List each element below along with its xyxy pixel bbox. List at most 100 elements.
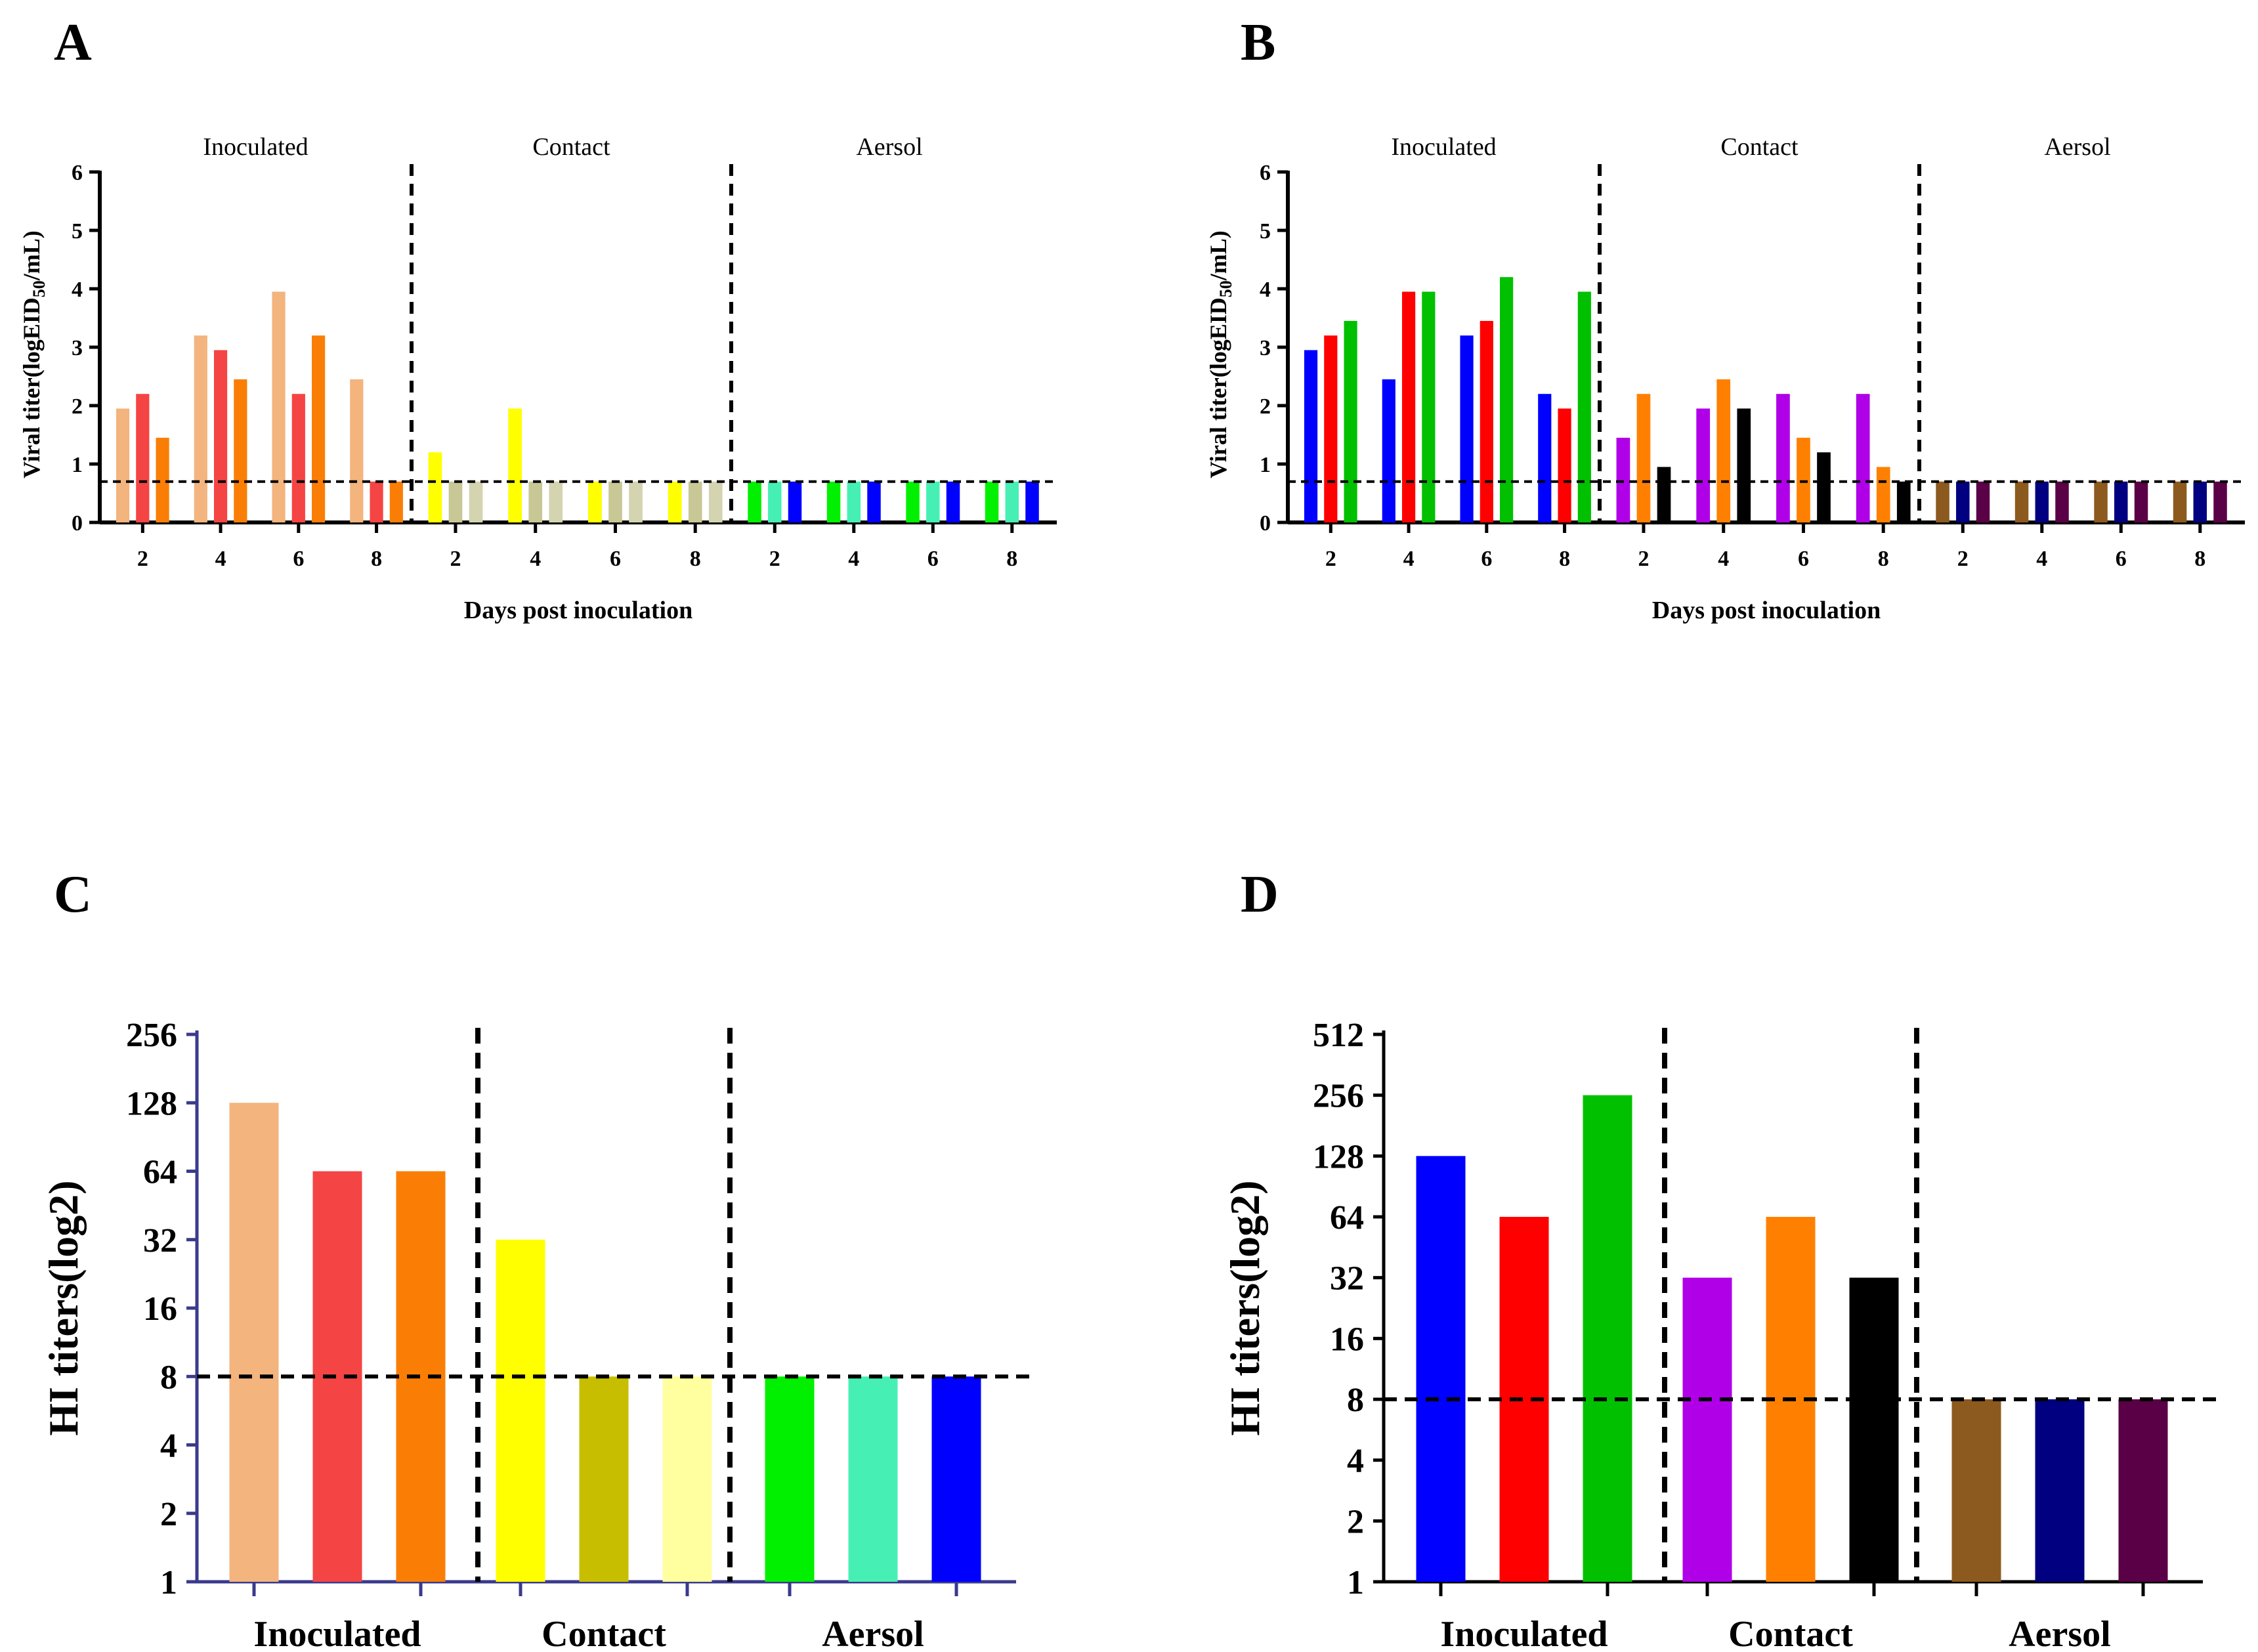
chart-a-day-label-g0-d1: 4 <box>215 547 226 571</box>
chart-a-xlabel: Days post inoculation <box>464 597 692 624</box>
chart-a-bar-g0-d3-s0 <box>350 379 364 522</box>
chart-b-bar-g2-d2-s2 <box>2134 481 2148 522</box>
chart-a-bar-g2-d2-s0 <box>906 481 920 522</box>
chart-a-bar-g2-d2-s1 <box>926 481 940 522</box>
chart-b-bar-g0-d1-s1 <box>1401 291 1416 522</box>
chart-a-bar-g2-d1-s1 <box>847 481 861 522</box>
panel-label-c: C <box>54 866 92 923</box>
chart-a-group-label-2: Aersol <box>856 133 922 161</box>
chart-b-ytick-label-4: 4 <box>1260 278 1271 302</box>
chart-b-ytick-label-0: 0 <box>1260 511 1271 536</box>
chart-b-day-label-g0-d0: 2 <box>1325 547 1336 571</box>
chart-d-group-label-1: Contact <box>1728 1614 1853 1652</box>
chart-c-bar-g2-b1 <box>848 1376 898 1582</box>
chart-b-day-label-g1-d2: 6 <box>1798 547 1809 571</box>
chart-a-bar-g2-d0-s0 <box>748 481 761 522</box>
chart-a-day-label-g1-d3: 8 <box>690 547 701 571</box>
chart-a-day-label-g0-d0: 2 <box>137 547 148 571</box>
chart-a-ylabel: Viral titer(logEID50/mL) <box>18 230 49 478</box>
chart-b-day-label-g2-d0: 2 <box>1957 547 1969 571</box>
chart-a-bar-g0-d1-s0 <box>194 335 207 522</box>
panel-label-b: B <box>1241 14 1276 72</box>
chart-a-ytick-label-2: 2 <box>72 394 83 419</box>
chart-b-group-label-2: Aersol <box>2044 133 2110 161</box>
chart-a-ytick-label-0: 0 <box>72 511 83 536</box>
chart-b-bar-g0-d2-s1 <box>1480 320 1493 522</box>
chart-c-bar-g0-b0 <box>229 1103 279 1582</box>
chart-a-ytick-label-1: 1 <box>72 453 83 477</box>
chart-a-group-label-1: Contact <box>532 133 610 161</box>
chart-d-bar-g1-b0 <box>1682 1277 1732 1582</box>
chart-a-day-label-g1-d1: 4 <box>530 547 541 571</box>
chart-a-bar-g1-d1-s2 <box>549 481 563 522</box>
chart-d-ytick-label-5: 32 <box>1330 1260 1364 1298</box>
chart-a-bar-g1-d3-s2 <box>708 481 723 522</box>
chart-b-bar-g1-d0-s2 <box>1657 467 1671 522</box>
chart-a-bar-g0-d1-s2 <box>234 379 247 522</box>
chart-c-ylabel: HI titers(log2) <box>40 1180 87 1435</box>
chart-d-ytick-label-1: 2 <box>1347 1503 1364 1540</box>
chart-b-bar-g2-d3-s1 <box>2193 481 2207 522</box>
chart-b-group-label-0: Inoculated <box>1391 133 1496 161</box>
chart-b-day-label-g2-d3: 8 <box>2194 547 2205 571</box>
chart-c-ytick-label-4: 16 <box>143 1290 177 1328</box>
chart-b-bar-g2-d1-s0 <box>2014 481 2029 522</box>
chart-b-bar-g1-d0-s0 <box>1616 437 1630 522</box>
chart-a-day-label-g1-d0: 2 <box>450 547 461 571</box>
chart-b-bar-g2-d0-s2 <box>1976 481 1990 522</box>
chart-b-bar-g2-d1-s1 <box>2035 481 2049 522</box>
chart-b-ytick-label-5: 5 <box>1260 219 1271 244</box>
chart-b-bar-g1-d2-s1 <box>1797 437 1810 522</box>
chart-a-bar-g1-d0-s0 <box>428 452 442 522</box>
chart-b-bar-g2-d2-s0 <box>2094 481 2108 522</box>
chart-a-bar-g1-d1-s0 <box>508 408 522 522</box>
chart-b-bar-g1-d0-s1 <box>1636 394 1651 522</box>
chart-d-bar-g0-b0 <box>1416 1156 1466 1582</box>
chart-a-bar-g1-d2-s1 <box>608 481 622 522</box>
chart-b-bar-g1-d1-s2 <box>1737 408 1751 522</box>
chart-b-bar-g1-d3-s2 <box>1896 481 1911 522</box>
chart-d-ytick-label-9: 512 <box>1313 1017 1364 1054</box>
chart-c-ytick-label-7: 128 <box>126 1085 177 1122</box>
chart-b-day-label-g1-d1: 4 <box>1718 547 1729 571</box>
chart-a-bar-g1-d2-s2 <box>629 481 643 522</box>
chart-a-bar-g0-d2-s2 <box>312 335 326 522</box>
chart-c-ytick-label-1: 2 <box>160 1496 177 1533</box>
chart-d-bar-g1-b2 <box>1849 1277 1899 1582</box>
chart-b-bar-g0-d0-s1 <box>1324 335 1338 522</box>
chart-d-ytick-label-6: 64 <box>1330 1199 1364 1237</box>
chart-b-bar-g1-d2-s2 <box>1817 452 1831 522</box>
chart-c-bar-g2-b0 <box>765 1376 815 1582</box>
chart-a-ytick-label-3: 3 <box>72 336 83 360</box>
chart-d-ytick-label-8: 256 <box>1313 1078 1364 1115</box>
chart-b-bar-g1-d1-s0 <box>1696 408 1711 522</box>
chart-b-bar-g1-d2-s0 <box>1776 394 1790 522</box>
chart-c-ytick-label-6: 64 <box>143 1154 177 1191</box>
chart-b-bar-g2-d0-s1 <box>1956 481 1970 522</box>
chart-a-day-label-g2-d1: 4 <box>848 547 859 571</box>
chart-b-day-label-g1-d3: 8 <box>1878 547 1889 571</box>
chart-a-bar-g1-d0-s1 <box>448 481 463 522</box>
chart-a-bar-g0-d0-s0 <box>116 408 130 522</box>
chart-b-bar-g0-d3-s1 <box>1558 408 1571 522</box>
chart-a-bar-g0-d3-s1 <box>370 481 383 522</box>
chart-a-bar-g2-d3-s2 <box>1025 481 1039 522</box>
chart-b-bar-g2-d1-s2 <box>2055 481 2069 522</box>
chart-a-day-label-g2-d0: 2 <box>769 547 780 571</box>
chart-b-bar-g1-d1-s1 <box>1716 379 1731 522</box>
chart-a-ytick-label-5: 5 <box>72 219 83 244</box>
chart-d-ylabel: HI titers(log2) <box>1222 1180 1268 1435</box>
chart-c-group-label-0: Inoculated <box>253 1614 421 1652</box>
chart-c-group-label-2: Aersol <box>822 1614 924 1652</box>
chart-b-bar-g2-d3-s0 <box>2173 481 2187 522</box>
chart-a-bar-g2-d2-s2 <box>946 481 960 522</box>
chart-b-day-label-g0-d3: 8 <box>1559 547 1570 571</box>
chart-c-bar-g1-b1 <box>579 1376 629 1582</box>
chart-b-xlabel: Days post inoculation <box>1652 597 1881 624</box>
chart-a-bar-g0-d2-s1 <box>291 394 305 522</box>
chart-a-bar-g1-d1-s1 <box>528 481 543 522</box>
chart-b-day-label-g0-d2: 6 <box>1481 547 1492 571</box>
chart-d-group-label-0: Inoculated <box>1440 1614 1608 1652</box>
chart-a-bar-g2-d3-s1 <box>1005 481 1019 522</box>
